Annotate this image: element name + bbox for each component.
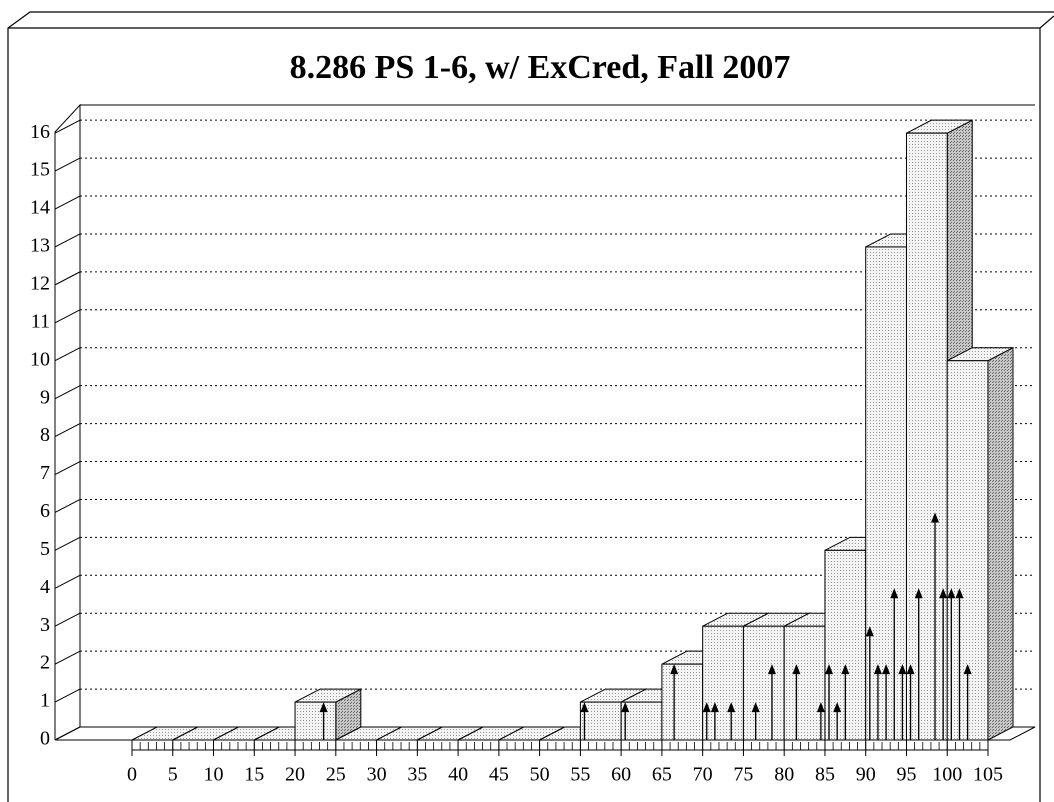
y-tick	[54, 385, 81, 400]
x-tick-label: 50	[530, 764, 550, 786]
score-arrow	[319, 702, 328, 740]
y-tick	[54, 498, 81, 513]
y-tick	[54, 461, 81, 475]
score-arrow	[873, 664, 882, 740]
score-arrow	[865, 626, 874, 740]
y-tick	[54, 688, 81, 703]
y-tick-label: 2	[40, 652, 50, 674]
bar	[865, 246, 907, 741]
left-wall	[54, 103, 81, 741]
y-tick	[54, 309, 81, 324]
x-tick-label: 10	[204, 764, 224, 786]
score-arrow	[816, 702, 825, 740]
y-tick-label: 5	[40, 538, 50, 560]
score-arrow	[702, 702, 711, 740]
bar	[783, 625, 826, 741]
score-arrow	[710, 702, 719, 740]
score-arrow	[751, 702, 760, 740]
y-tick-label: 16	[30, 121, 50, 143]
x-tick-label: 70	[693, 764, 713, 786]
score-arrow	[841, 664, 850, 740]
y-tick	[54, 233, 81, 248]
bar	[620, 701, 663, 741]
x-tick-label: 105	[973, 764, 1003, 786]
y-tick	[54, 347, 81, 362]
x-tick-label: 80	[774, 764, 794, 786]
y-tick	[54, 195, 81, 210]
frame	[1039, 15, 1054, 29]
y-tick	[54, 574, 81, 589]
score-arrow	[906, 664, 915, 740]
score-arrow	[580, 702, 589, 740]
bar	[742, 625, 785, 741]
score-arrow	[767, 664, 776, 740]
score-arrow	[939, 588, 948, 740]
bar	[702, 625, 744, 741]
x-tick-label: 0	[127, 764, 137, 786]
y-tick	[54, 423, 81, 438]
x-tick-label: 75	[733, 764, 753, 786]
y-tick-label: 11	[31, 310, 50, 332]
x-tick-label: 20	[285, 764, 305, 786]
y-tick	[54, 650, 81, 665]
score-arrow	[914, 588, 923, 740]
x-tick-label: 45	[489, 764, 509, 786]
score-arrow	[963, 664, 972, 740]
y-tick	[54, 119, 81, 134]
score-arrow	[955, 588, 964, 740]
y-tick	[54, 157, 81, 172]
score-arrow	[931, 512, 940, 740]
x-tick-label: 40	[448, 764, 468, 786]
x-tick-label: 30	[367, 764, 387, 786]
x-tick-label: 55	[570, 764, 590, 786]
bar-side	[987, 346, 1014, 741]
y-tick-label: 13	[30, 235, 50, 257]
score-arrow	[890, 588, 899, 740]
y-tick-label: 7	[40, 462, 50, 484]
x-tick-label: 25	[326, 764, 346, 786]
y-tick-label: 12	[30, 272, 50, 294]
y-tick-label: 3	[40, 614, 50, 636]
y-tick	[54, 271, 81, 286]
chart-title: 8.286 PS 1-6, w/ ExCred, Fall 2007	[290, 49, 791, 86]
score-arrow	[670, 664, 679, 740]
bar	[905, 132, 948, 741]
y-tick	[54, 536, 81, 551]
x-tick-label: 95	[896, 764, 916, 786]
x-tick-label: 90	[856, 764, 876, 786]
score-arrow	[825, 664, 834, 740]
y-tick-label: 8	[40, 424, 50, 446]
score-arrow	[947, 588, 956, 740]
y-tick-label: 15	[30, 159, 50, 181]
y-tick-label: 1	[40, 690, 50, 712]
x-tick-label: 65	[652, 764, 672, 786]
score-arrow	[621, 702, 630, 740]
y-tick	[54, 726, 81, 741]
bar	[661, 663, 704, 741]
x-tick-label: 85	[815, 764, 835, 786]
y-tick-label: 9	[40, 386, 50, 408]
y-tick-label: 0	[40, 728, 50, 750]
score-arrow	[792, 664, 801, 740]
score-arrow	[833, 702, 842, 740]
y-tick-label: 4	[40, 576, 50, 598]
x-tick-label: 5	[168, 764, 178, 786]
y-tick-label: 10	[30, 348, 50, 370]
y-tick	[54, 612, 81, 627]
score-arrow	[898, 664, 907, 740]
x-tick-label: 100	[932, 764, 962, 786]
y-tick-label: 14	[30, 197, 50, 219]
bar	[294, 701, 337, 741]
frame	[7, 11, 1054, 802]
x-tick-label: 35	[407, 764, 427, 786]
x-tick-label: 15	[244, 764, 264, 786]
score-arrow	[727, 702, 736, 740]
y-tick-label: 6	[40, 500, 50, 522]
score-arrow	[882, 664, 891, 740]
x-tick-label: 60	[611, 764, 631, 786]
